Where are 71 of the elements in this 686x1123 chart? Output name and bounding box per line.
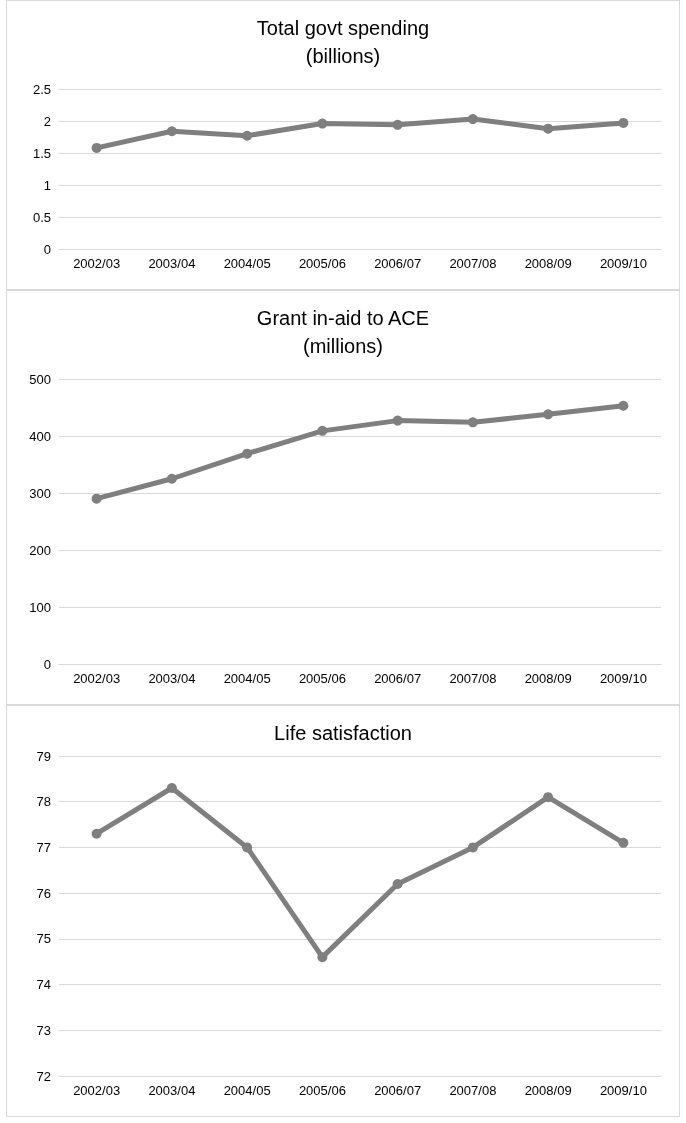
x-tick-label: 2005/06 — [298, 256, 346, 271]
x-tick-label: 2009/10 — [599, 256, 647, 271]
y-tick-label: 75 — [36, 931, 51, 947]
y-tick-label: 0.5 — [32, 209, 51, 225]
point — [392, 415, 403, 426]
y-tick-label: 77 — [36, 839, 51, 855]
x-tick-label: 2009/10 — [599, 1083, 647, 1098]
x-tick-label: 2005/06 — [298, 1083, 346, 1098]
point — [467, 842, 478, 853]
x-tick-label: 2004/05 — [223, 256, 271, 271]
point — [91, 493, 102, 504]
x-tick-label: 2003/04 — [148, 671, 196, 686]
y-tick-label: 72 — [36, 1068, 51, 1084]
x-tick-label: 2008/09 — [524, 671, 572, 686]
y-tick-label: 0 — [43, 241, 51, 257]
point — [317, 952, 328, 963]
y-tick-label: 74 — [36, 977, 51, 993]
x-tick-label: 2008/09 — [524, 256, 572, 271]
y-tick-label: 500 — [29, 371, 51, 387]
point — [166, 126, 177, 137]
y-tick-label: 1 — [43, 177, 51, 193]
point — [317, 118, 328, 129]
point — [317, 425, 328, 436]
chart-title: Total govt spending (billions) — [256, 17, 430, 67]
y-tick-label: 79 — [36, 748, 51, 764]
point — [618, 400, 629, 411]
y-tick-label: 0 — [43, 656, 51, 672]
x-tick-label: 2008/09 — [524, 1083, 572, 1098]
x-tick-label: 2002/03 — [73, 671, 121, 686]
y-tick-label: 76 — [36, 885, 51, 901]
point — [467, 114, 478, 125]
y-tick-label: 1.5 — [32, 145, 51, 161]
point — [166, 783, 177, 793]
point — [242, 448, 253, 459]
y-tick-label: 73 — [36, 1022, 51, 1038]
x-tick-label: 2002/03 — [73, 256, 121, 271]
y-tick-label: 78 — [36, 794, 51, 810]
y-tick-label: 400 — [29, 428, 51, 444]
point — [618, 117, 629, 128]
x-tick-label: 2006/07 — [374, 671, 422, 686]
chart-title: Grant in-aid to ACE (millions) — [256, 307, 430, 357]
x-tick-label: 2006/07 — [374, 1083, 422, 1098]
y-tick-label: 2.5 — [32, 81, 51, 97]
x-tick-label: 2006/07 — [374, 256, 422, 271]
point — [392, 119, 403, 130]
chart-title: Life satisfaction — [274, 722, 412, 744]
point — [91, 828, 102, 839]
x-tick-label: 2003/04 — [148, 256, 196, 271]
y-tick-label: 100 — [29, 599, 51, 615]
y-tick-label: 200 — [29, 542, 51, 558]
x-tick-label: 2007/08 — [449, 671, 497, 686]
point — [543, 792, 554, 803]
x-tick-label: 2004/05 — [223, 1083, 271, 1098]
point — [543, 409, 554, 420]
point — [91, 142, 102, 153]
x-tick-label: 2002/03 — [73, 1083, 121, 1098]
x-tick-label: 2007/08 — [449, 256, 497, 271]
x-tick-label: 2009/10 — [599, 671, 647, 686]
point — [242, 130, 253, 141]
x-tick-label: 2003/04 — [148, 1083, 196, 1098]
point — [242, 842, 253, 853]
point — [543, 123, 554, 134]
point — [392, 879, 403, 889]
x-tick-label: 2007/08 — [449, 1083, 497, 1098]
y-tick-label: 300 — [29, 485, 51, 501]
point — [166, 473, 177, 484]
point — [618, 837, 629, 848]
y-tick-label: 2 — [43, 113, 51, 129]
point — [467, 417, 478, 428]
x-tick-label: 2005/06 — [298, 671, 346, 686]
x-tick-label: 2004/05 — [223, 671, 271, 686]
